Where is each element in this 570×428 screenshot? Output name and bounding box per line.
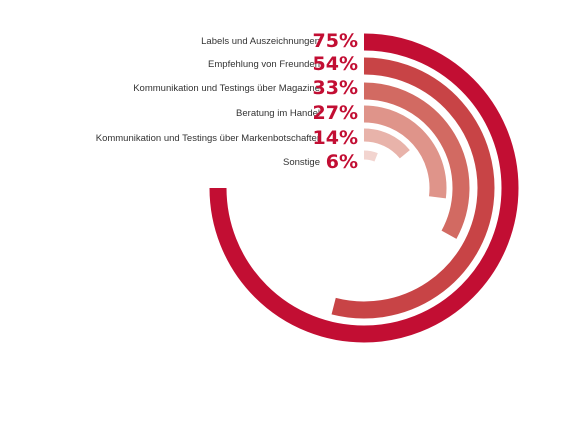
category-label-beratung-im-handel: Beratung im Handel	[236, 108, 320, 119]
bar-sonstige	[363, 150, 378, 162]
category-label-sonstige: Sonstige	[283, 157, 320, 168]
value-label-empfehlung-von-freunden: 54%	[313, 53, 358, 75]
bar-kommunikation-und-testings-ueber-markenbotschafter	[363, 128, 410, 159]
value-label-kommunikation-und-testings-ueber-magazine: 33%	[313, 77, 358, 99]
value-label-labels-und-auszeichnungen: 75%	[313, 30, 358, 52]
category-label-empfehlung-von-freunden: Empfehlung von Freunden	[208, 59, 320, 70]
value-label-beratung-im-handel: 27%	[313, 102, 358, 124]
bar-empfehlung-von-freunden	[331, 57, 495, 319]
value-label-sonstige: 6%	[326, 151, 358, 173]
category-label-kommunikation-und-testings-ueber-markenbotschafter: Kommunikation und Testings über Markenbo…	[96, 133, 320, 144]
category-label-kommunikation-und-testings-ueber-magazine: Kommunikation und Testings über Magazine	[133, 83, 320, 94]
value-label-kommunikation-und-testings-ueber-markenbotschafter: 14%	[313, 127, 358, 149]
bar-kommunikation-und-testings-ueber-magazine	[363, 82, 470, 239]
bar-beratung-im-handel	[363, 105, 447, 199]
category-label-labels-und-auszeichnungen: Labels und Auszeichnungen	[201, 36, 320, 47]
bar-labels-und-auszeichnungen	[209, 33, 519, 343]
